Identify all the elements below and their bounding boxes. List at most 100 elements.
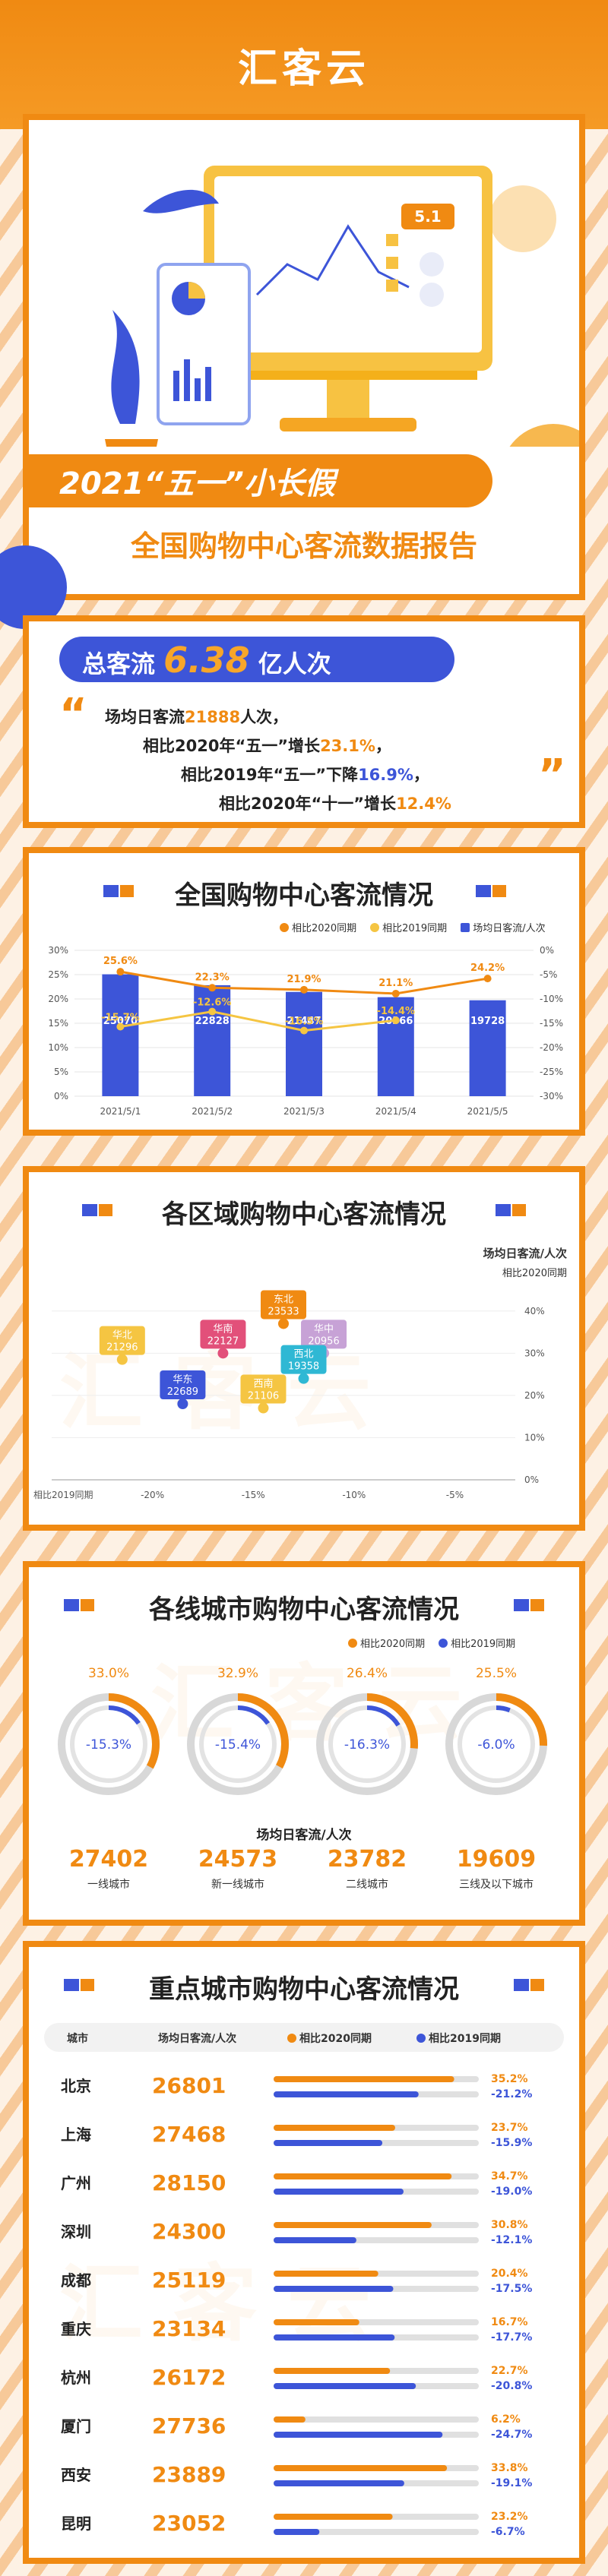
bar: [469, 1000, 506, 1096]
bar-2020: [274, 2319, 359, 2325]
donut-label-2019: -16.3%: [344, 1737, 390, 1753]
donut-arc-2020: [58, 1693, 160, 1795]
x-axis-label: 相比2019同期: [33, 1490, 93, 1500]
tier-flow-value: 24573: [198, 1846, 277, 1873]
donut-label-2020: 33.0%: [88, 1666, 129, 1681]
legend-item-2019: 相比2019同期: [370, 920, 447, 934]
bar: [377, 997, 414, 1096]
city-flow: 24300: [152, 2219, 226, 2244]
bar-2019: [274, 2140, 383, 2146]
city-flow: 28150: [152, 2170, 226, 2195]
quote-open-icon: “: [59, 690, 87, 739]
city-label-2020: 20.4%: [491, 2268, 528, 2280]
x-tick: 2021/5/3: [283, 1106, 325, 1117]
brand-header: 汇客云: [0, 0, 608, 129]
point-2019: [116, 1022, 125, 1031]
city-label-2020: 16.7%: [491, 2316, 528, 2328]
bar-value-label: 22828: [195, 1016, 230, 1027]
summary-line-2: 相比2020年“五一”增长23.1%，: [143, 737, 391, 755]
bar-2020: [274, 2368, 391, 2374]
y-tick-right: -5%: [540, 969, 557, 980]
tier-name: 新一线城市: [211, 1878, 264, 1891]
city-table-header: 城市 场均日客流/人次 相比2020同期 相比2019同期: [44, 2023, 564, 2052]
region-point: [278, 1318, 289, 1329]
bar-2020: [274, 2125, 395, 2131]
city-label-2019: -15.9%: [491, 2137, 532, 2149]
donut-label-2020: 25.5%: [476, 1666, 517, 1681]
legend-item-2020: 相比2020同期: [287, 2031, 372, 2046]
city-flow: 23052: [152, 2511, 226, 2536]
region-name: 东北: [274, 1294, 293, 1305]
city-label-2019: -19.0%: [491, 2186, 532, 2198]
x-tick: 2021/5/1: [100, 1106, 141, 1117]
bar-2019: [274, 2091, 419, 2097]
data-label-2020: 22.3%: [195, 972, 230, 983]
point-2020: [483, 975, 492, 983]
tier-legend: 相比2020同期 相比2019同期: [348, 1636, 515, 1650]
tier-name: 三线及以下城市: [459, 1878, 534, 1891]
region-point: [177, 1399, 188, 1409]
data-label-2020: 25.6%: [103, 956, 138, 967]
city-label-2019: -19.1%: [491, 2477, 532, 2489]
tier-flow-value: 27402: [69, 1846, 148, 1873]
city-label-2019: -6.7%: [491, 2526, 525, 2538]
city-name: 深圳: [61, 2223, 91, 2241]
city-flow: 26172: [152, 2365, 226, 2390]
city-flow: 25119: [152, 2268, 226, 2293]
bar-track-2020: [274, 2416, 479, 2423]
region-value: 22127: [207, 1335, 239, 1347]
region-name: 华东: [173, 1374, 192, 1386]
city-label-2019: -21.2%: [491, 2088, 532, 2100]
region-value: 23533: [268, 1306, 299, 1317]
data-label-2019: -12.6%: [193, 997, 232, 1009]
data-label-2020: 21.1%: [378, 978, 413, 989]
summary-unit: 亿人次: [258, 650, 331, 678]
city-name: 广州: [61, 2174, 91, 2192]
city-label-2019: -20.8%: [491, 2380, 532, 2392]
city-label-2020: 23.2%: [491, 2511, 528, 2523]
city-label-2019: -24.7%: [491, 2429, 532, 2441]
city-flow-card: 汇客云 重点城市购物中心客流情况 城市 场均日客流/人次 相比2020同期 相比…: [23, 1941, 585, 2564]
x-tick: -5%: [446, 1490, 464, 1500]
x-tick: 2021/5/5: [467, 1106, 508, 1117]
city-label-2020: 34.7%: [491, 2170, 528, 2182]
x-tick: 2021/5/4: [375, 1106, 416, 1117]
region-label-box: [280, 1345, 327, 1374]
city-label-2020: 22.7%: [491, 2365, 528, 2377]
summary-line-4: 相比2020年“十一”增长12.4%: [219, 795, 451, 813]
hero-title: 2021“五一”小长假: [59, 466, 335, 501]
bar: [194, 985, 231, 1096]
city-name: 成都: [61, 2271, 91, 2290]
bar-2019: [274, 2432, 443, 2438]
bar-2020: [274, 2416, 306, 2423]
y-tick: 10%: [524, 1432, 545, 1443]
y-tick-left: 10%: [48, 1042, 68, 1053]
region-label-box: [240, 1374, 287, 1404]
title-flag-right-icon: [514, 1979, 544, 1991]
tier-flow-value: 23782: [328, 1846, 407, 1873]
summary-line-3: 相比2019年“五一”下降16.9%，: [181, 766, 429, 784]
bar-2020: [274, 2514, 393, 2520]
data-label-2019: -15.7%: [101, 1012, 140, 1023]
bar-2019: [274, 2480, 404, 2486]
bar-2020: [274, 2222, 432, 2228]
region-label-box: [99, 1326, 145, 1355]
y-tick: 0%: [524, 1474, 539, 1485]
city-label-2020: 30.8%: [491, 2219, 528, 2231]
bar-2019: [274, 2334, 395, 2341]
tier-flow-values: 27402 一线城市 24573 新一线城市 23782 二线城市 19609 三线及以下城市: [69, 1846, 536, 1891]
bar: [286, 991, 322, 1096]
city-label-2020: 6.2%: [491, 2413, 521, 2426]
brand-logo: 汇客云: [237, 46, 370, 92]
hero-decor-blue: [0, 545, 67, 629]
y-tick-left: 20%: [48, 994, 68, 1004]
x-tick: -10%: [342, 1490, 366, 1500]
y-tick-right: -20%: [540, 1042, 563, 1053]
city-label-2020: 35.2%: [491, 2073, 528, 2085]
summary-line-1: 场均日客流21888人次，: [105, 708, 289, 726]
tier-name: 二线城市: [346, 1878, 388, 1891]
city-label-2019: -17.7%: [491, 2331, 532, 2344]
region-name: 华中: [314, 1323, 334, 1335]
tier-flow-chart: 33.0% -15.3% 32.9% -15.4% 26.4% -16.3% 25.5% -6…: [58, 1666, 547, 1795]
bar-2019: [274, 2529, 320, 2535]
